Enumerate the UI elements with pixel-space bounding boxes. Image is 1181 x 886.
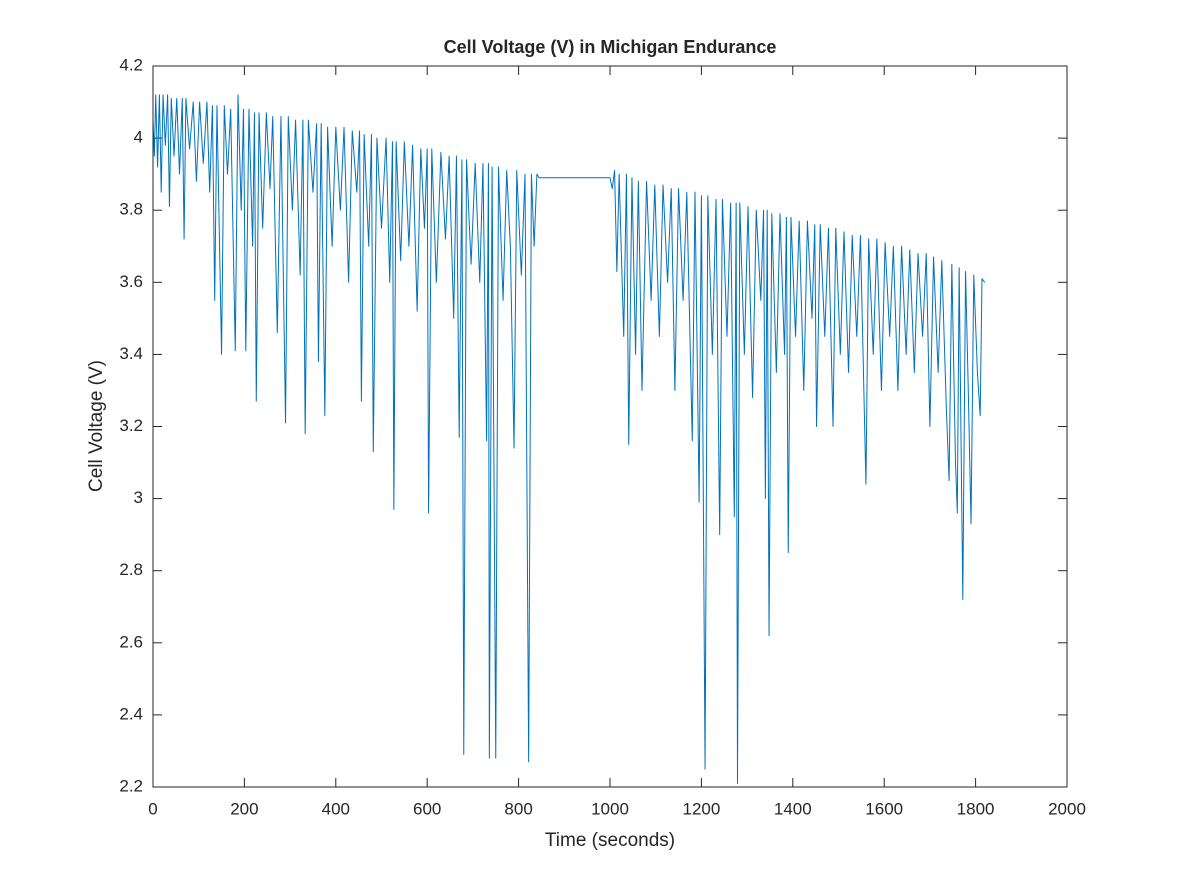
y-tick-label: 3 <box>134 488 143 507</box>
y-tick-label: 4.2 <box>119 55 143 74</box>
x-tick-label: 200 <box>230 799 258 818</box>
y-axis-label: Cell Voltage (V) <box>86 360 107 492</box>
y-tick-label: 3.4 <box>119 344 143 363</box>
y-tick-label: 2.2 <box>119 776 143 795</box>
x-tick-label: 1000 <box>591 799 629 818</box>
x-tick-label: 800 <box>504 799 532 818</box>
x-tick-label: 0 <box>148 799 157 818</box>
x-tick-label: 1600 <box>865 799 903 818</box>
data-line <box>152 94 986 784</box>
y-tick-label: 2.6 <box>119 632 143 651</box>
x-tick-label: 600 <box>413 799 441 818</box>
y-tick-label: 3.2 <box>119 416 143 435</box>
y-tick-label: 2.8 <box>119 560 143 579</box>
plot-frame <box>152 65 1068 788</box>
y-tick-label: 3.8 <box>119 200 143 219</box>
chart-title: Cell Voltage (V) in Michigan Endurance <box>444 37 777 57</box>
x-axis-label: Time (seconds) <box>545 830 675 851</box>
x-tick-label: 2000 <box>1048 799 1086 818</box>
y-tick-label: 4 <box>134 128 143 147</box>
x-tick-label: 1200 <box>682 799 720 818</box>
y-tick-label: 2.4 <box>119 704 143 723</box>
x-tick-label: 400 <box>322 799 350 818</box>
y-tick-label: 3.6 <box>119 272 143 291</box>
x-tick-label: 1800 <box>957 799 995 818</box>
x-tick-label: 1400 <box>774 799 812 818</box>
